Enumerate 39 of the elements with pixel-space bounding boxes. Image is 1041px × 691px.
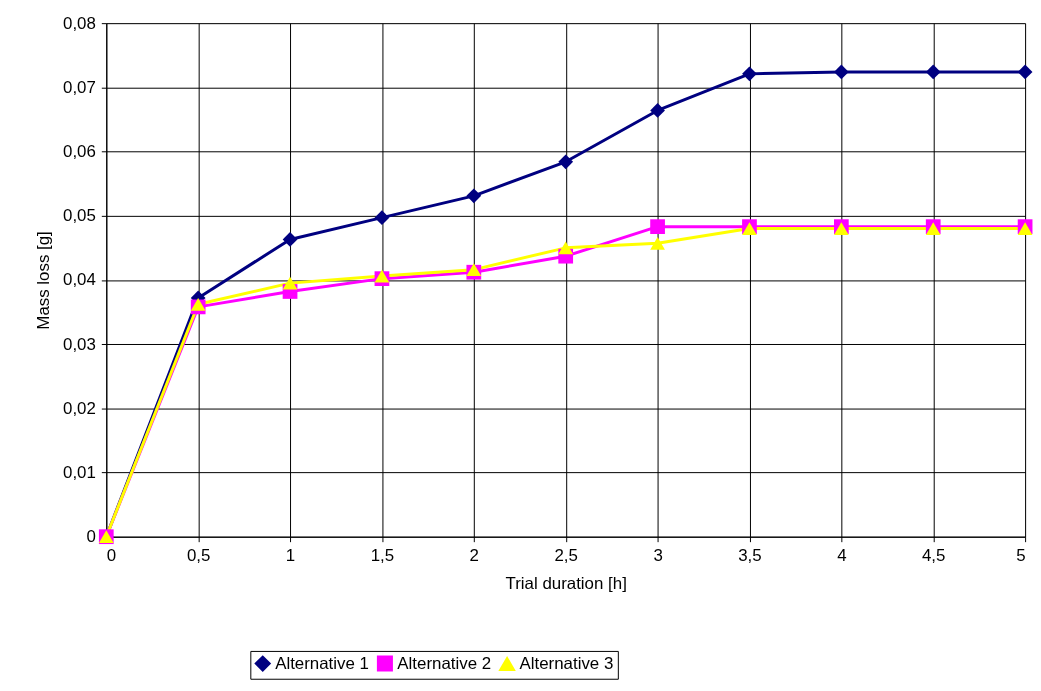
legend-label: Alternative 3 (519, 654, 614, 673)
x-tick-label: 1,5 (370, 546, 395, 566)
x-tick-label: 4 (837, 546, 847, 566)
y-tick-label: 0,05 (63, 206, 96, 226)
y-tick-label: 0,08 (63, 13, 96, 33)
y-tick-label: 0,07 (63, 77, 96, 97)
x-tick-label: 2 (469, 546, 480, 566)
point (558, 241, 574, 255)
point (650, 236, 665, 250)
x-tick-label: 2,5 (554, 546, 578, 566)
point (282, 276, 298, 290)
point (1017, 64, 1033, 80)
y-axis-title: Mass loss [g] (34, 231, 54, 330)
point (466, 188, 482, 204)
y-tick-label: 0,06 (63, 142, 96, 161)
x-axis-title: Trial duration [h] (505, 573, 627, 593)
point (190, 297, 206, 311)
point (742, 66, 757, 82)
point (374, 210, 390, 226)
y-tick-label: 0,01 (63, 462, 96, 482)
point (925, 64, 941, 80)
x-tick-label: 5 (1016, 546, 1026, 566)
x-tick-label: 3,5 (738, 546, 762, 566)
legend-label: Alternative 2 (397, 653, 492, 673)
x-tick-label: 4,5 (921, 546, 946, 566)
point (650, 219, 665, 235)
x-tick-label: 0,5 (186, 546, 211, 566)
point (650, 103, 665, 118)
y-tick-label: 0,03 (63, 334, 96, 354)
x-tick-label: 3 (653, 546, 663, 566)
x-tick-label: 1 (285, 546, 296, 566)
x-tick-label: 0 (106, 546, 117, 566)
y-tick-label: 0,02 (63, 398, 96, 418)
point (558, 154, 574, 170)
y-tick-label: 0,04 (63, 270, 96, 290)
y-tick-label: 0 (86, 527, 96, 547)
point (282, 232, 298, 247)
legend-label: Alternative 1 (275, 653, 369, 673)
point (833, 64, 849, 80)
